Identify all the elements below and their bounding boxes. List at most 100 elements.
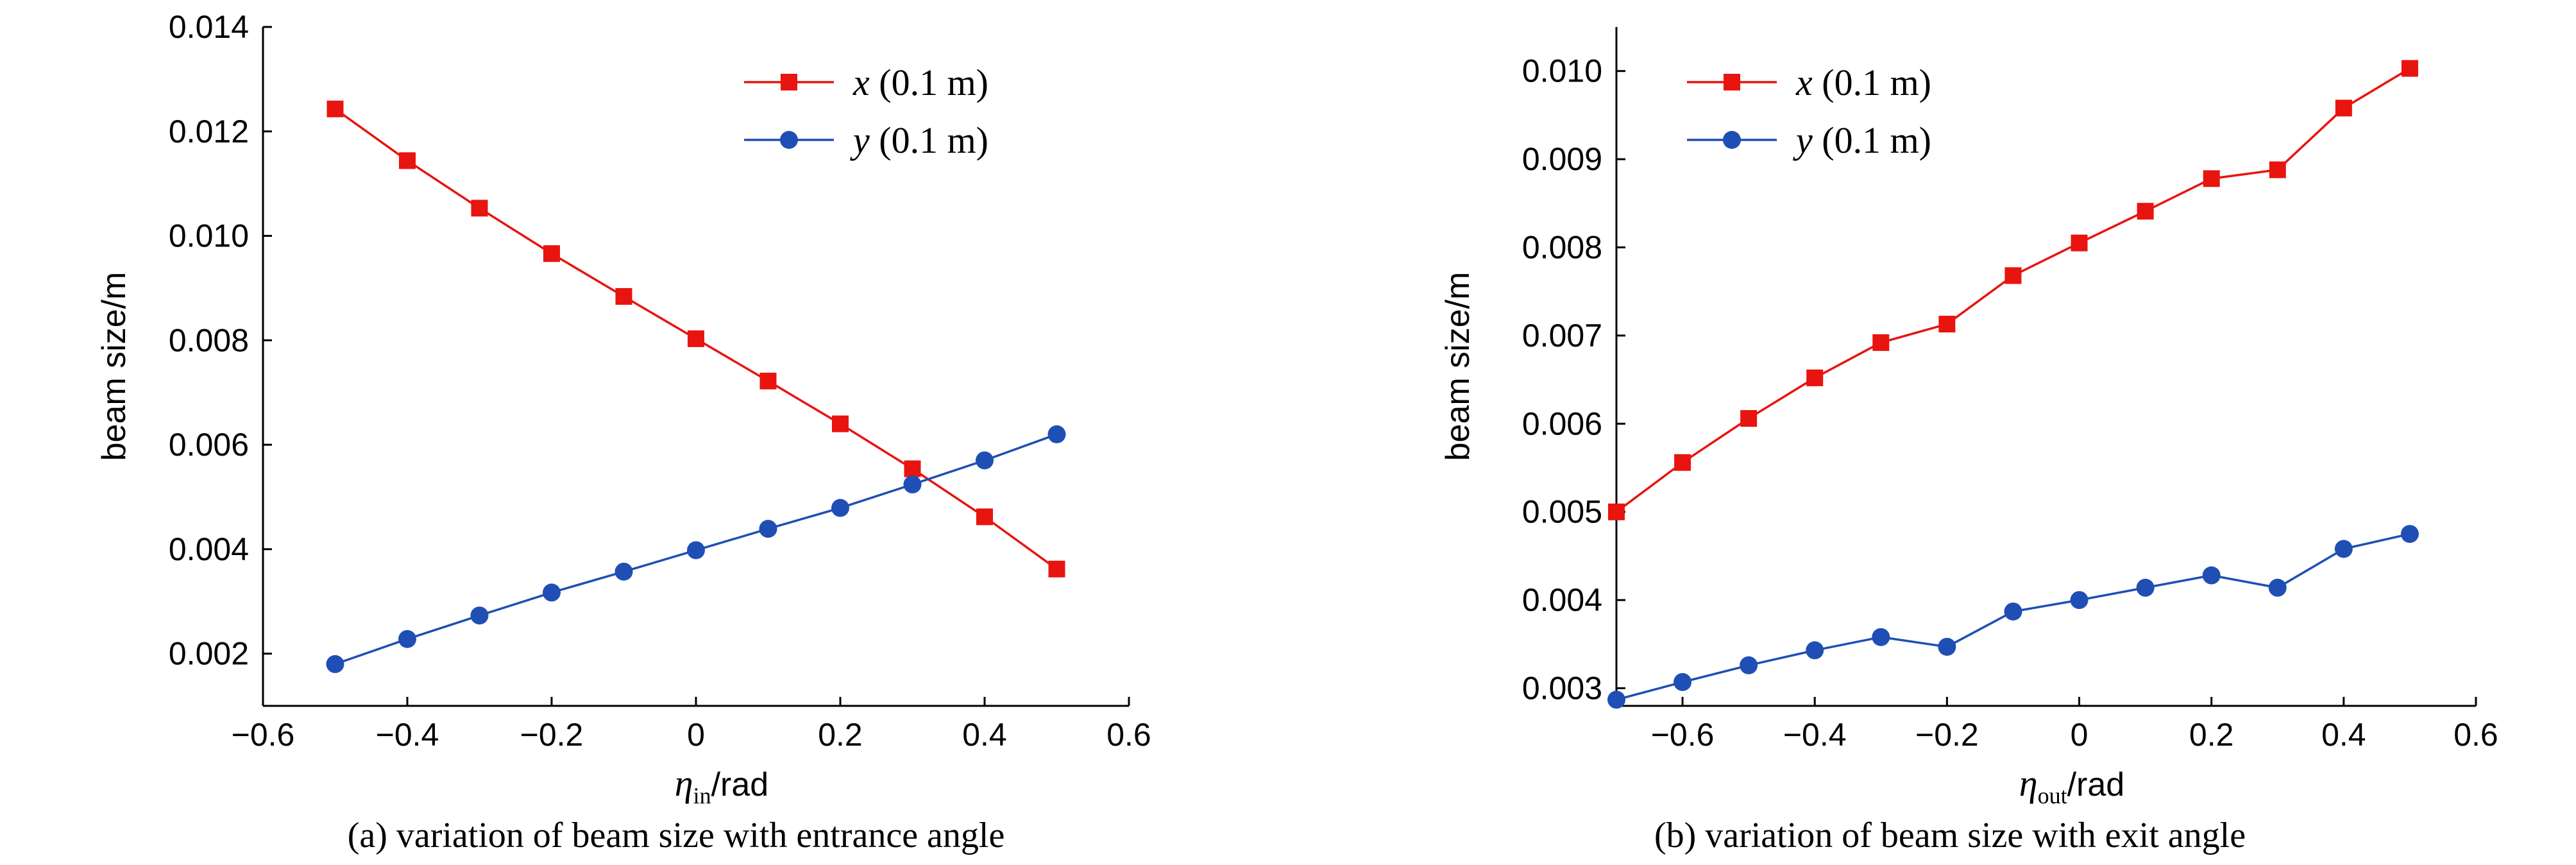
data-point-x (399, 152, 416, 169)
data-point-y (2004, 602, 2022, 621)
legend-marker-y (780, 131, 798, 149)
x-tick-label: −0.2 (1915, 717, 1979, 753)
data-point-y (1607, 690, 1625, 709)
data-point-y (2202, 566, 2221, 585)
data-point-y (1047, 425, 1066, 443)
data-point-x (615, 287, 632, 305)
x-tick-label: −0.6 (232, 717, 295, 753)
data-point-x (1740, 410, 1758, 427)
y-tick-label: 0.010 (1522, 53, 1602, 89)
x-tick-label: 0.2 (818, 717, 863, 753)
y-tick-label: 0.009 (1522, 141, 1602, 177)
data-point-x (2004, 267, 2022, 284)
y-tick-label: 0.003 (1522, 671, 1602, 707)
chart-caption: (a) variation of beam size with entrance… (348, 816, 1005, 855)
data-point-x (1806, 369, 1824, 386)
data-point-y (1872, 628, 1890, 646)
chart-a: −0.6 −0.4 −0.2 0 0.2 0.4 0.6 0.002 0.004 0.006 0.0… (96, 9, 1151, 855)
data-point-y (2334, 540, 2353, 558)
y-tick-label: 0.004 (1522, 582, 1602, 618)
y-tick-label: 0.008 (1522, 230, 1602, 266)
x-tick-label: −0.4 (1783, 717, 1847, 753)
data-point-y (831, 499, 849, 517)
y-tick-label: 0.002 (169, 636, 249, 672)
x-axis-unit: /rad (2067, 766, 2125, 803)
legend-marker-x (781, 74, 797, 90)
legend-var: x (852, 62, 870, 103)
data-point-y (1806, 641, 1824, 660)
y-tick-label: 0.007 (1522, 318, 1602, 354)
x-tick-label: 0.4 (962, 717, 1007, 753)
data-point-x (2071, 234, 2088, 252)
x-axis-subscript: in (693, 783, 711, 809)
y-tick-label: 0.005 (1522, 494, 1602, 530)
data-point-y (543, 583, 561, 602)
x-axis-subscript: out (2038, 783, 2067, 809)
y-axis-title: beam size/m (1439, 272, 1477, 461)
data-point-x (904, 460, 921, 477)
y-tick-label: 0.008 (169, 322, 249, 358)
data-point-y (687, 541, 705, 560)
legend-unit: (0.1 m) (870, 119, 988, 161)
legend-marker-y (1723, 131, 1741, 149)
data-point-x (2137, 203, 2154, 220)
data-point-x (2335, 99, 2352, 117)
legend-var: y (850, 119, 870, 161)
legend-var: y (1793, 119, 1813, 161)
chart-caption: (b) variation of beam size with exit ang… (1654, 816, 2246, 855)
x-axis-title: ηin/rad (675, 762, 768, 809)
legend-unit: (0.1 m) (1813, 119, 1931, 161)
data-point-x (976, 508, 993, 526)
data-point-x (688, 330, 704, 347)
data-point-y (1674, 672, 1692, 691)
legend-unit: (0.1 m) (870, 62, 988, 103)
data-point-x (1048, 560, 1065, 578)
data-point-x (832, 415, 849, 432)
data-point-y (1740, 656, 1758, 674)
legend-marker-x (1724, 74, 1740, 90)
data-point-y (2268, 578, 2287, 597)
data-point-y (2070, 591, 2089, 610)
x-tick-label: 0.6 (1106, 717, 1151, 753)
data-point-y (903, 475, 922, 493)
x-axis-title: ηout/rad (2019, 762, 2124, 809)
data-point-x (471, 200, 488, 217)
legend-unit: (0.1 m) (1813, 62, 1931, 103)
data-point-y (398, 629, 416, 648)
x-tick-label: 0.2 (2189, 717, 2234, 753)
data-point-y (326, 655, 344, 673)
data-point-x (2203, 170, 2220, 187)
data-point-x (1938, 316, 1956, 333)
y-axis-title: beam size/m (96, 272, 133, 461)
x-axis-symbol: η (2019, 762, 2038, 804)
chart-b: −0.6 −0.4 −0.2 0 0.2 0.4 0.6 0.003 0.004 0.005 0.0… (1439, 27, 2498, 855)
x-tick-label: −0.2 (520, 717, 584, 753)
data-point-x (543, 245, 560, 262)
y-tick-label: 0.006 (169, 427, 249, 463)
legend-label-x: x (0.1 m) (1795, 62, 1931, 103)
x-tick-label: 0.4 (2321, 717, 2366, 753)
y-tick-label: 0.014 (169, 9, 249, 45)
y-tick-label: 0.012 (169, 114, 249, 150)
data-point-y (976, 451, 994, 470)
x-tick-label: 0.6 (2453, 717, 2498, 753)
x-tick-label: 0 (687, 717, 705, 753)
x-tick-label: 0 (2071, 717, 2089, 753)
data-point-x (2401, 60, 2418, 77)
x-tick-label: −0.4 (376, 717, 439, 753)
data-point-x (759, 372, 777, 390)
x-axis-symbol: η (675, 762, 693, 804)
data-point-y (1938, 637, 1956, 656)
data-point-x (1608, 503, 1625, 520)
data-point-x (1674, 454, 1691, 471)
y-tick-label: 0.010 (169, 218, 249, 254)
legend-label-x: x (0.1 m) (852, 62, 988, 103)
legend-label-y: y (0.1 m) (850, 119, 988, 161)
data-point-y (614, 562, 633, 581)
legend-label-y: y (0.1 m) (1793, 119, 1931, 161)
data-point-x (2269, 161, 2286, 178)
x-tick-label: −0.6 (1651, 717, 1715, 753)
data-point-x (1872, 334, 1890, 351)
y-tick-label: 0.004 (169, 531, 249, 567)
